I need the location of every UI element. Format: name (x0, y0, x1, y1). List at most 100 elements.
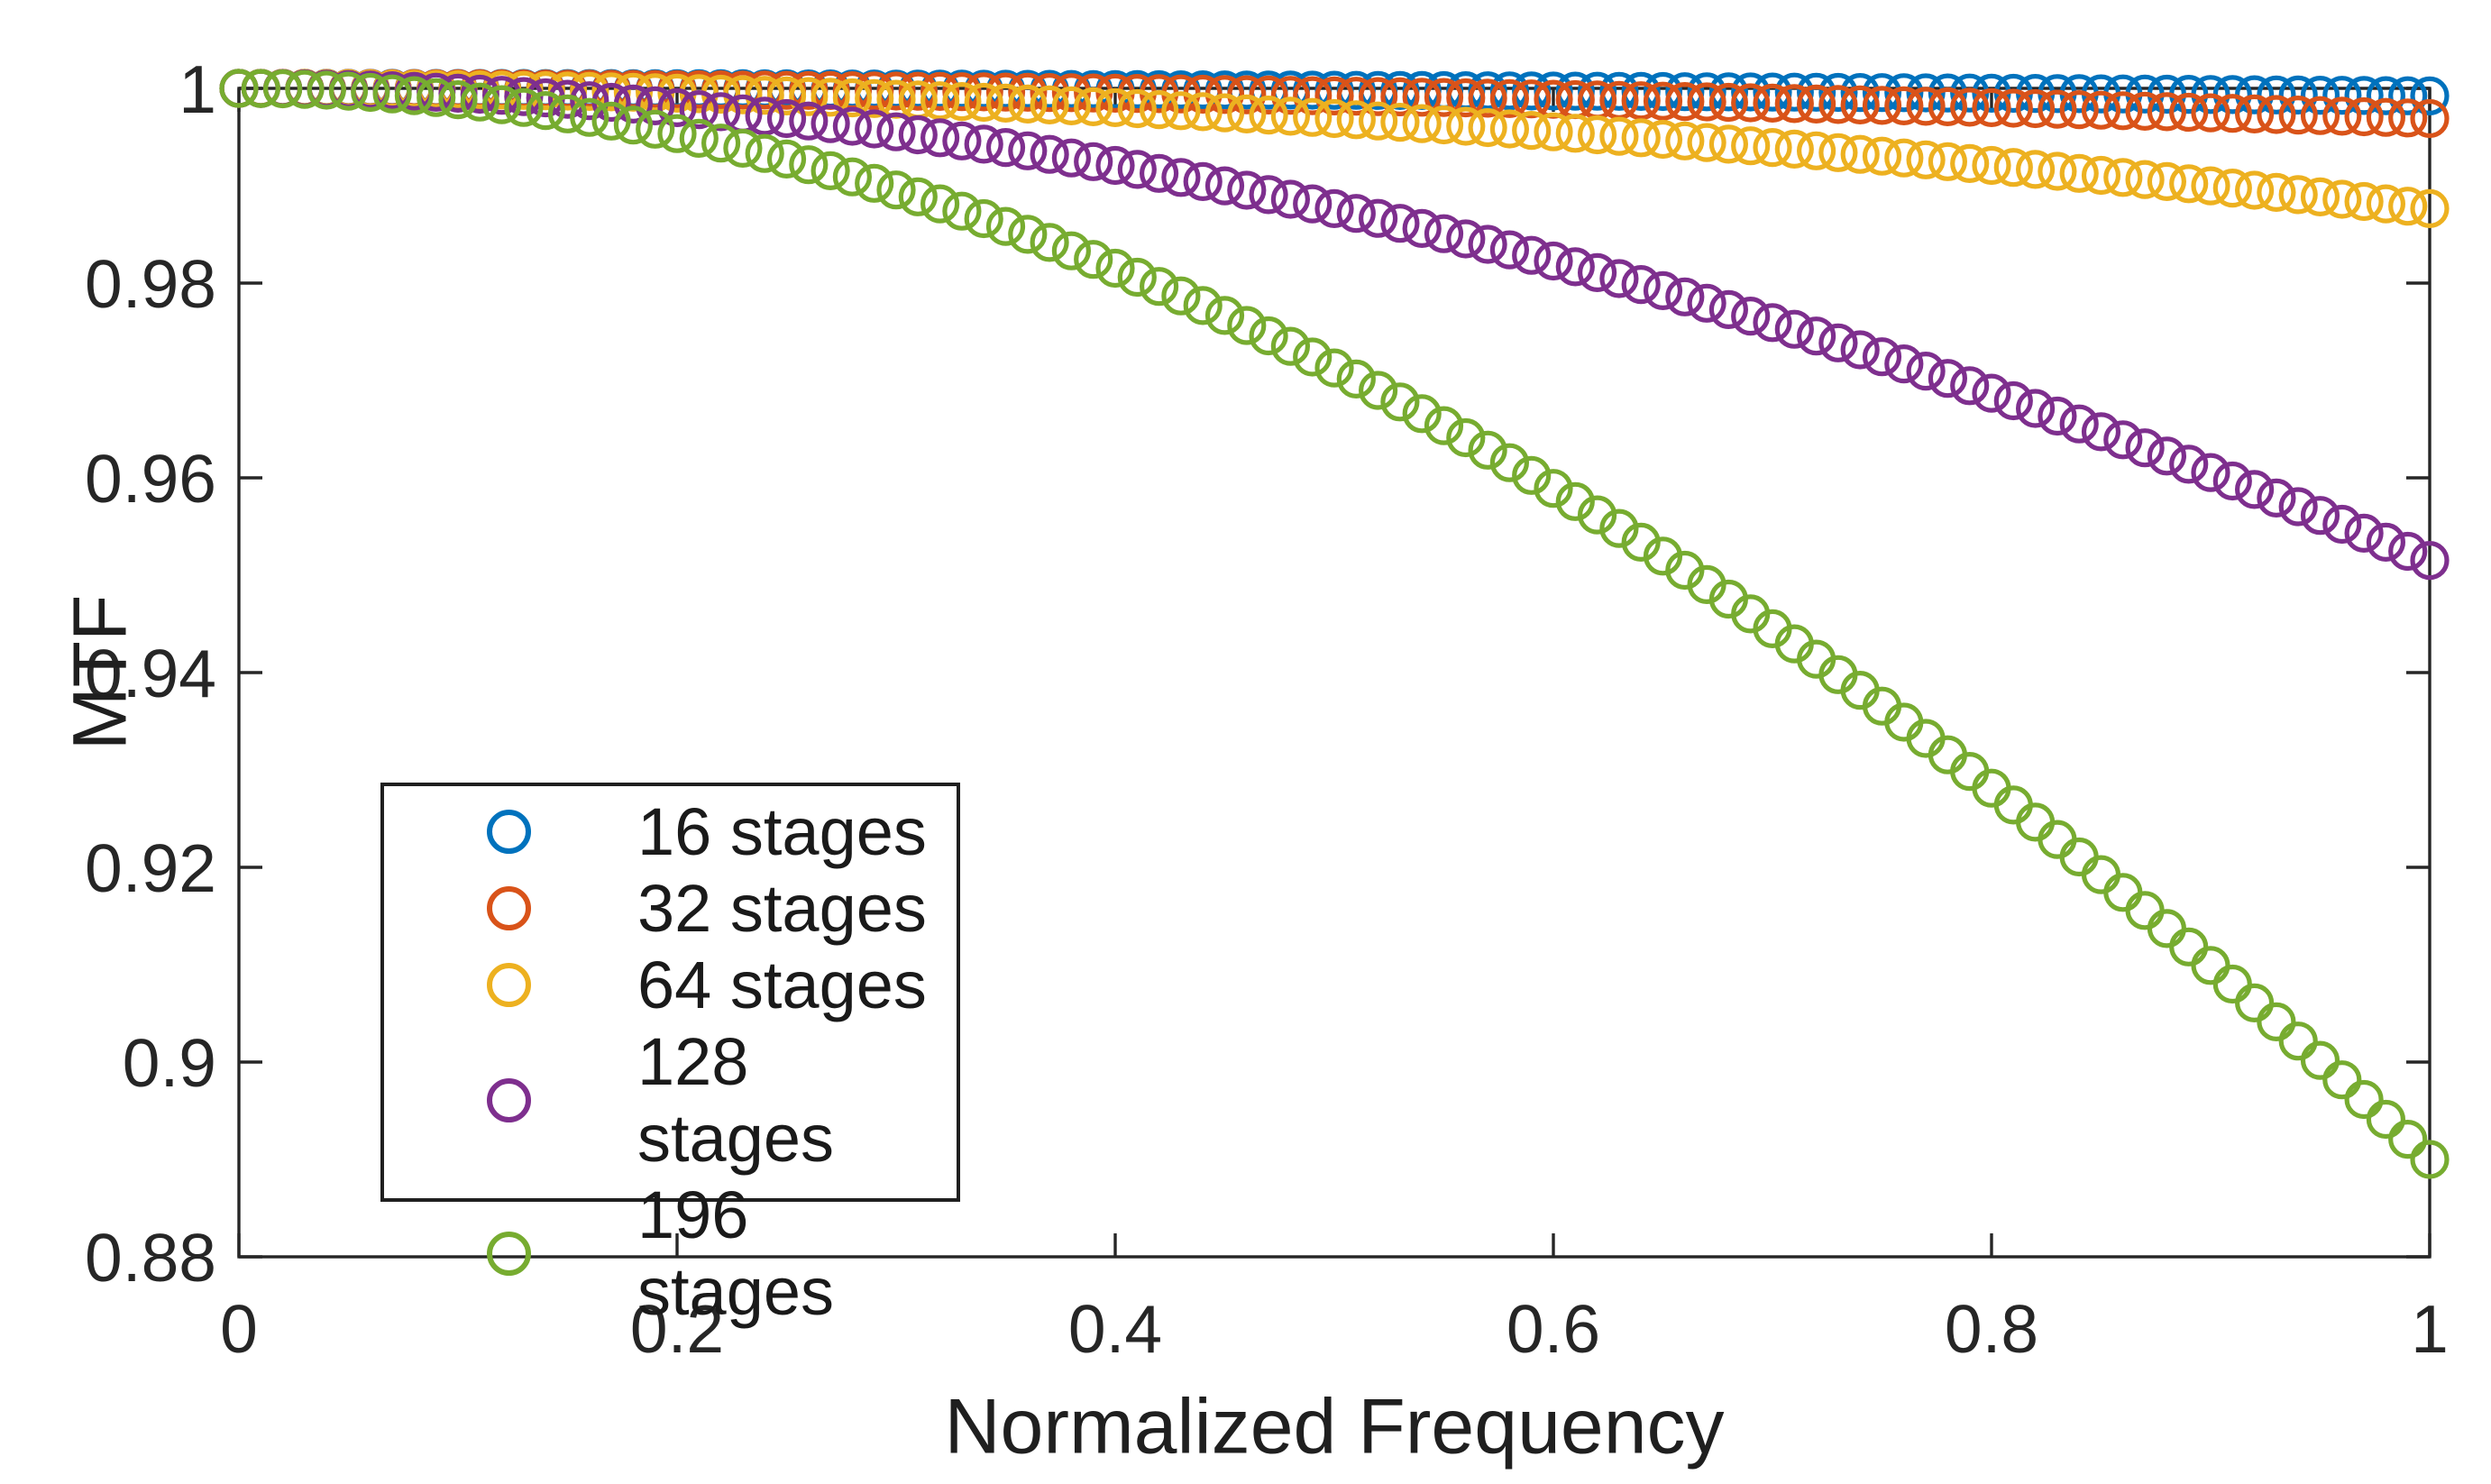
marker-circle (1446, 106, 1486, 146)
marker-circle (1993, 785, 2033, 825)
marker-circle (1424, 406, 1464, 445)
marker-circle (2147, 436, 2186, 476)
marker-circle (1906, 87, 1946, 126)
legend-circle-icon (487, 963, 531, 1007)
marker-circle (1008, 131, 1048, 170)
marker-circle (2191, 93, 2230, 133)
marker-circle (701, 92, 741, 132)
marker-circle (2278, 95, 2318, 135)
marker-circle (1796, 72, 1836, 112)
marker-circle (636, 86, 675, 126)
marker-circle (832, 78, 873, 118)
marker-circle (810, 78, 850, 117)
marker-circle (547, 94, 588, 133)
marker-circle (2081, 155, 2121, 196)
marker-circle (1555, 247, 1595, 287)
y-axis-label: MTF (57, 594, 142, 751)
marker-circle (1796, 316, 1836, 356)
marker-circle (2169, 164, 2209, 204)
marker-circle (766, 98, 807, 139)
marker-circle (1139, 267, 1179, 307)
marker-circle (2410, 540, 2450, 581)
marker-circle (2059, 404, 2099, 444)
marker-circle (1074, 240, 1113, 279)
marker-circle (1665, 121, 1705, 160)
marker-circle (1117, 88, 1157, 129)
marker-circle (1862, 73, 1902, 113)
marker-circle (2125, 160, 2165, 199)
marker-circle (898, 177, 938, 216)
marker-circle (2300, 75, 2340, 115)
marker-circle (1074, 142, 1113, 181)
marker-circle (1512, 455, 1552, 495)
marker-circle (1928, 142, 1967, 181)
tick-labels: 0 0.2 0.4 0.6 0.8 1 0.88 0.9 0.92 0.94 0.96 0.98 1 (85, 51, 2449, 1367)
marker-circle (1227, 306, 1267, 345)
marker-circle (1446, 78, 1486, 118)
marker-circle (1008, 215, 1048, 254)
marker-circle (1972, 373, 2011, 413)
marker-circle (1840, 85, 1880, 125)
marker-circle (1708, 82, 1749, 123)
marker-circle (1862, 86, 1902, 125)
marker-circle (1708, 289, 1749, 329)
legend-circle-icon (487, 1231, 531, 1276)
legend-label: 16 stages (637, 794, 927, 869)
marker-circle (2081, 855, 2121, 894)
marker-circle (1161, 276, 1201, 316)
marker-circle (307, 70, 346, 110)
marker-circle (1380, 103, 1420, 142)
marker-circle (526, 90, 565, 131)
marker-circle (1731, 72, 1771, 112)
marker-circle (2125, 91, 2165, 132)
y-tick-label: 0.94 (85, 636, 216, 711)
marker-circle (2212, 94, 2252, 133)
marker-circle (2322, 96, 2362, 136)
marker-circle (789, 145, 829, 185)
marker-circle (504, 87, 544, 127)
marker-circle (1993, 380, 2033, 421)
marker-circle (1293, 76, 1333, 115)
marker-circle (1249, 175, 1288, 215)
marker-circle (241, 69, 280, 108)
marker-circle (745, 96, 784, 136)
legend-label: 32 stages (637, 871, 927, 946)
marker-circle (855, 109, 894, 149)
marker-circle (2016, 802, 2056, 842)
marker-circle (1402, 104, 1442, 143)
x-tick-label: 0.6 (1507, 1291, 1600, 1367)
marker-circle (1336, 100, 1376, 140)
marker-circle (2257, 75, 2296, 115)
marker-circle (1446, 219, 1486, 259)
y-tick-label: 1 (179, 51, 216, 127)
marker-circle (2366, 184, 2405, 224)
marker-circle (219, 69, 259, 108)
series-128-stages (219, 69, 2450, 581)
marker-circle (394, 76, 434, 115)
marker-circle (679, 89, 719, 130)
marker-circle (2235, 983, 2275, 1023)
marker-circle (1818, 323, 1858, 362)
marker-circle (810, 151, 850, 190)
marker-circle (2103, 873, 2143, 912)
marker-circle (1534, 469, 1573, 508)
marker-circle (855, 78, 894, 118)
marker-circle (1117, 150, 1157, 189)
marker-circle (636, 109, 675, 149)
marker-circle (2300, 496, 2340, 536)
marker-circle (1227, 170, 1267, 210)
marker-circle (1030, 85, 1069, 125)
marker-circle (2410, 76, 2450, 116)
marker-circle (2103, 91, 2143, 131)
marker-circle (701, 124, 741, 163)
marker-circle (657, 87, 697, 128)
legend: 16 stages 32 stages 64 stages 128 stages… (380, 783, 960, 1329)
marker-circle (570, 81, 609, 121)
y-tick-label: 0.98 (85, 246, 216, 322)
marker-circle (2410, 98, 2450, 139)
marker-circle (1512, 79, 1552, 119)
marker-circle (1358, 101, 1398, 141)
marker-circle (1687, 123, 1726, 162)
marker-circle (2235, 94, 2275, 134)
